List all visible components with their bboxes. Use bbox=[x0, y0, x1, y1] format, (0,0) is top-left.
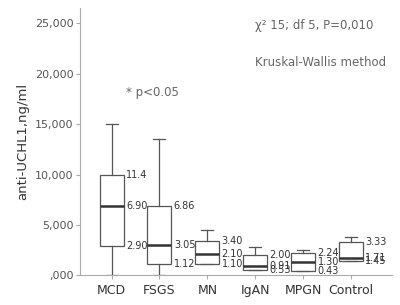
PathPatch shape bbox=[148, 206, 172, 264]
Text: 11.4: 11.4 bbox=[126, 170, 147, 180]
Text: 1.10: 1.10 bbox=[222, 259, 243, 269]
Text: 0.91: 0.91 bbox=[270, 261, 291, 271]
Text: 3.40: 3.40 bbox=[222, 236, 243, 246]
Text: 2.90: 2.90 bbox=[126, 241, 148, 251]
Text: * p<0.05: * p<0.05 bbox=[126, 86, 178, 99]
Text: 0.53: 0.53 bbox=[270, 265, 291, 275]
PathPatch shape bbox=[195, 241, 219, 264]
Text: 3.05: 3.05 bbox=[174, 240, 195, 249]
Text: 0.43: 0.43 bbox=[318, 266, 339, 276]
PathPatch shape bbox=[339, 242, 363, 261]
Text: 1.71: 1.71 bbox=[365, 253, 387, 263]
Text: 6.86: 6.86 bbox=[174, 201, 195, 211]
Text: χ² 15; df 5, P=0,010: χ² 15; df 5, P=0,010 bbox=[255, 19, 373, 32]
PathPatch shape bbox=[100, 174, 124, 246]
PathPatch shape bbox=[243, 255, 267, 270]
Text: 6.90: 6.90 bbox=[126, 201, 147, 211]
PathPatch shape bbox=[291, 253, 315, 271]
Y-axis label: anti-UCHL1,ng/ml: anti-UCHL1,ng/ml bbox=[16, 83, 29, 200]
Text: 1.45: 1.45 bbox=[365, 256, 387, 266]
Text: 1.30: 1.30 bbox=[318, 257, 339, 267]
Text: 2.24: 2.24 bbox=[318, 248, 339, 258]
Text: 2.10: 2.10 bbox=[222, 249, 243, 259]
Text: 3.33: 3.33 bbox=[365, 237, 387, 247]
Text: 2.00: 2.00 bbox=[270, 250, 291, 260]
Text: Kruskal-Wallis method: Kruskal-Wallis method bbox=[255, 56, 386, 70]
Text: 1.12: 1.12 bbox=[174, 259, 195, 269]
